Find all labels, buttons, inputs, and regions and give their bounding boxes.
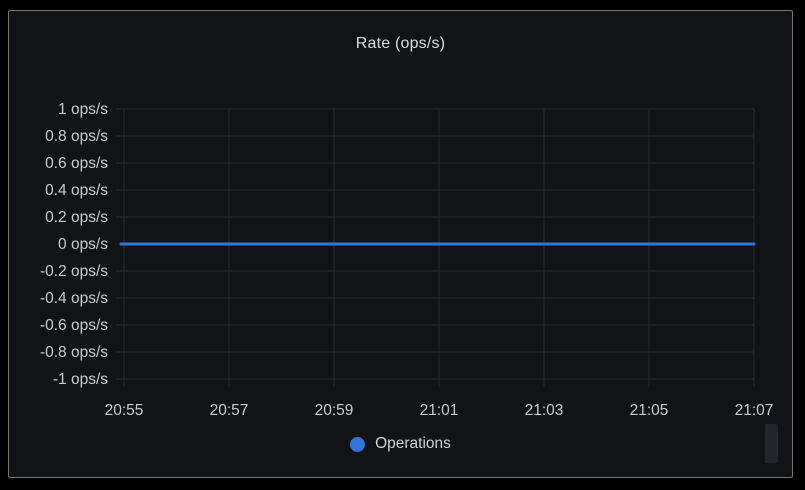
legend-item-operations[interactable]: Operations [350, 435, 451, 453]
series-color-dot-icon [350, 436, 366, 452]
y-axis-tick-label: -0.4 ops/s [40, 290, 108, 307]
legend-series-label: Operations [375, 435, 451, 452]
x-axis-tick-label: 21:07 [735, 402, 774, 419]
x-axis-tick-label: 20:57 [210, 402, 249, 419]
panel-title: Rate (ops/s) [355, 35, 446, 52]
chart-panel: Rate (ops/s) 1 ops/s 0.8 ops/s 0.6 ops/s 0.… [8, 10, 793, 478]
y-axis-tick-label: 0.4 ops/s [45, 182, 108, 199]
y-axis-tick-label: 0.6 ops/s [45, 155, 108, 172]
chart-legend: Operations [9, 435, 792, 453]
panel-scrollbar-thumb[interactable] [765, 424, 778, 463]
y-axis-tick-label: 0.2 ops/s [45, 209, 108, 226]
x-axis-tick-label: 21:05 [630, 402, 669, 419]
y-axis-tick-label: 0 ops/s [58, 236, 108, 253]
y-axis-tick-label: -0.2 ops/s [40, 263, 108, 280]
y-axis-tick-label: 1 ops/s [58, 101, 108, 118]
y-axis-tick-label: -0.6 ops/s [40, 317, 108, 334]
x-axis-tick-label: 20:55 [105, 402, 144, 419]
time-series-chart-plot[interactable]: 1 ops/s 0.8 ops/s 0.6 ops/s 0.4 ops/s 0.2 op… [9, 11, 792, 477]
x-axis-tick-label: 21:03 [525, 402, 564, 419]
y-axis-tick-label: -0.8 ops/s [40, 344, 108, 361]
y-axis-tick-label: 0.8 ops/s [45, 128, 108, 145]
y-axis-tick-label: -1 ops/s [53, 371, 108, 388]
x-axis-tick-label: 20:59 [315, 402, 354, 419]
x-axis-tick-label: 21:01 [420, 402, 459, 419]
